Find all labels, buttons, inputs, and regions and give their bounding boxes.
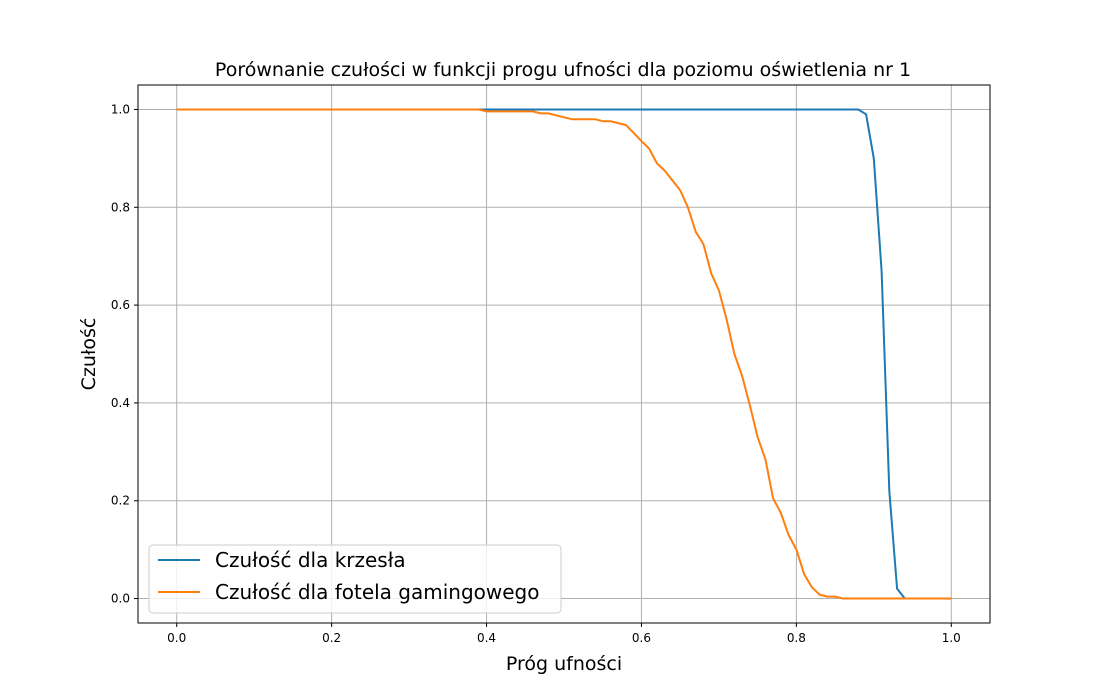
y-tick-label: 0.2	[111, 494, 130, 508]
y-tick-label: 0.6	[111, 298, 130, 312]
grid	[138, 85, 990, 623]
chart-title: Porównanie czułości w funkcji progu ufno…	[215, 59, 911, 81]
y-tick-label: 1.0	[111, 102, 130, 116]
legend-box	[148, 544, 562, 614]
legend-label-gaming-chair: Czułość dla fotela gamingowego	[215, 580, 539, 604]
legend: Czułość dla krzesła Czułość dla fotela g…	[148, 544, 562, 614]
x-tick-label: 0.8	[787, 631, 806, 645]
ticks: 0.0 0.2 0.4 0.6 0.8 1.0 0.0 0.2 0.4 0.6 0.8 1.0	[111, 102, 961, 645]
x-tick-label: 0.4	[477, 631, 496, 645]
y-tick-label: 0.8	[111, 200, 130, 214]
x-tick-label: 0.0	[167, 631, 186, 645]
y-tick-label: 0.0	[111, 592, 130, 606]
x-tick-label: 0.6	[632, 631, 651, 645]
x-tick-label: 1.0	[942, 631, 961, 645]
x-axis-label: Próg ufności	[506, 653, 622, 675]
y-tick-label: 0.4	[111, 396, 130, 410]
series-lines	[176, 108, 952, 600]
x-tick-label: 0.2	[322, 631, 341, 645]
plot-frame	[137, 84, 991, 624]
series-line-gaming-chair	[176, 108, 952, 600]
y-axis-label: Czułość	[78, 318, 100, 391]
legend-label-chair: Czułość dla krzesła	[215, 548, 406, 572]
